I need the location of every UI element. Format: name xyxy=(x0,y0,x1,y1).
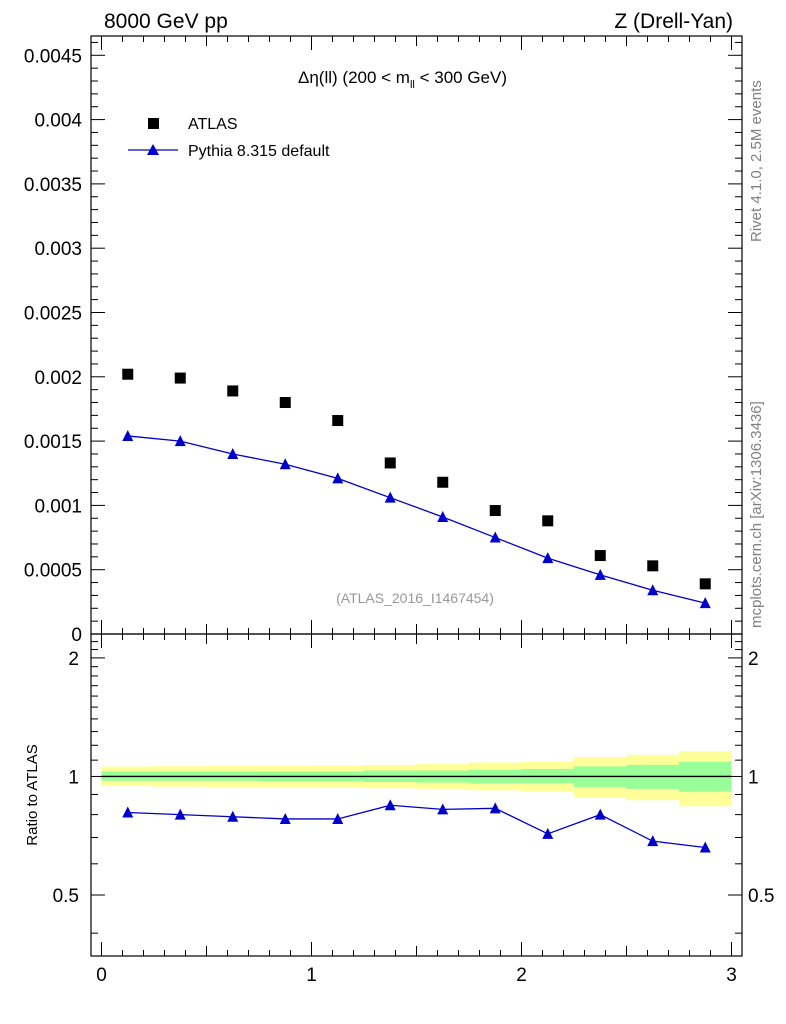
ratio-ylabel: Ratio to ATLAS xyxy=(24,744,41,845)
atlas-point xyxy=(594,550,606,562)
pythia-point xyxy=(122,429,134,441)
ratio-tick-label: 1 xyxy=(68,767,79,788)
y-tick-label: 0.004 xyxy=(34,111,82,132)
ratio-point xyxy=(647,835,659,847)
ratio-point xyxy=(489,802,501,814)
legend: ATLAS Pythia 8.315 default xyxy=(128,116,330,160)
legend-atlas-marker xyxy=(148,118,159,129)
ratio-point xyxy=(279,812,291,824)
header-left: 8000 GeV pp xyxy=(104,10,228,33)
uncertainty-band xyxy=(101,751,732,807)
y-tick-label: 0 xyxy=(71,625,82,646)
ratio-point xyxy=(332,812,344,824)
atlas-point xyxy=(699,578,711,590)
atlas-point xyxy=(332,415,344,427)
x-tick-label: 2 xyxy=(516,965,527,986)
x-tick-label: 3 xyxy=(726,965,737,986)
ratio-point xyxy=(174,808,186,820)
ratio-tick-label: 2 xyxy=(68,649,79,670)
y-tick-label: 0.0005 xyxy=(24,561,82,582)
y-tick-label: 0.0015 xyxy=(24,432,82,453)
atlas-point xyxy=(647,560,659,572)
rivet-label: Rivet 4.1.0, 2.5M events xyxy=(748,80,765,242)
x-tick-label: 1 xyxy=(306,965,317,986)
pythia-point xyxy=(699,597,711,609)
pythia-line xyxy=(127,435,706,604)
ratio-point xyxy=(437,803,449,815)
atlas-point xyxy=(279,397,291,409)
pythia-point xyxy=(384,491,396,503)
legend-pythia-marker xyxy=(147,144,159,155)
analysis-label: (ATLAS_2016_I1467454) xyxy=(336,590,494,606)
atlas-point xyxy=(174,372,186,384)
title-subscript: ll xyxy=(410,79,415,91)
plot-title: Δη(ll) (200 < mll < 300 GeV) xyxy=(298,68,507,91)
ratio-tick-label-right: 1 xyxy=(748,767,759,788)
ratio-tick-label-right: 0.5 xyxy=(748,886,774,907)
ratio-point xyxy=(594,808,606,820)
pythia-point xyxy=(489,531,501,543)
legend-atlas-label: ATLAS xyxy=(188,116,238,133)
atlas-point xyxy=(122,368,134,380)
data-series xyxy=(122,368,711,853)
ratio-point xyxy=(122,806,134,818)
atlas-point xyxy=(437,476,449,488)
title-suffix: < 300 GeV) xyxy=(415,68,507,87)
pythia-point xyxy=(227,447,239,459)
atlas-point xyxy=(384,457,396,469)
pythia-point xyxy=(332,472,344,484)
ratio-line xyxy=(127,804,706,849)
ratio-point xyxy=(384,799,396,811)
atlas-point xyxy=(489,505,501,517)
axes: 0 0.0005 0.001 0.0015 0.002 0.0025 0.003 0.0035… xyxy=(24,36,774,986)
header-right: Z (Drell-Yan) xyxy=(614,10,733,33)
y-tick-label: 0.001 xyxy=(34,496,82,517)
pythia-point xyxy=(174,435,186,447)
pythia-point xyxy=(437,510,449,522)
y-tick-label: 0.0035 xyxy=(24,175,82,196)
y-tick-label: 0.0045 xyxy=(24,46,82,67)
ratio-tick-label-right: 2 xyxy=(748,649,759,670)
atlas-point xyxy=(227,385,239,397)
ratio-point xyxy=(227,810,239,822)
x-tick-label: 0 xyxy=(96,965,107,986)
y-tick-label: 0.003 xyxy=(34,239,82,260)
ratio-point xyxy=(699,841,711,853)
mcplots-label: mcplots.cern.ch [arXiv:1306.3436] xyxy=(748,401,765,628)
pythia-point xyxy=(279,458,291,470)
title-main: Δη(ll) (200 < m xyxy=(298,68,410,87)
ratio-tick-label: 0.5 xyxy=(53,886,79,907)
legend-pythia-label: Pythia 8.315 default xyxy=(188,143,330,160)
ratio-point xyxy=(542,827,554,839)
pythia-point xyxy=(542,552,554,564)
y-tick-label: 0.0025 xyxy=(24,303,82,324)
pythia-point xyxy=(594,568,606,580)
atlas-point xyxy=(542,515,554,527)
pythia-point xyxy=(647,584,659,596)
y-tick-label: 0.002 xyxy=(34,368,82,389)
